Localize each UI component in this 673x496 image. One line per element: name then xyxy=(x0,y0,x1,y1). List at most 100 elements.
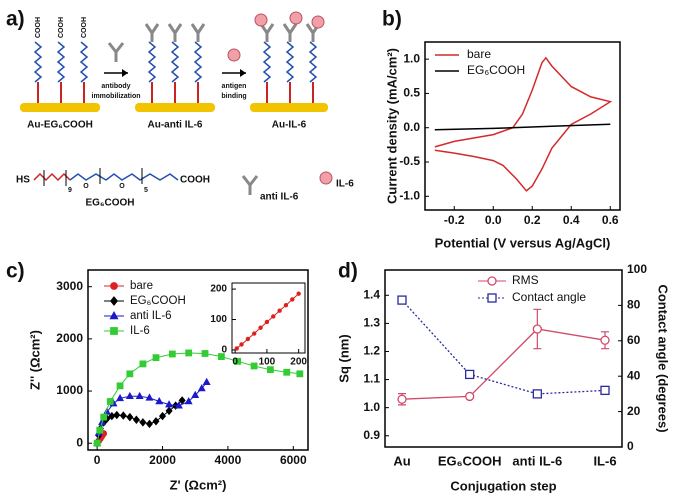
x-tick-label: 0 xyxy=(94,453,101,467)
marker xyxy=(217,353,225,361)
y2-tick-label: 100 xyxy=(627,262,647,276)
marker xyxy=(139,418,147,427)
formula-text: 9 xyxy=(68,187,72,194)
panel-label: d) xyxy=(338,260,358,283)
y2-tick-label: 80 xyxy=(627,298,641,312)
chain-wave xyxy=(170,41,180,83)
data-line xyxy=(434,56,613,192)
legend-label: EG₆COOH xyxy=(130,295,186,307)
data-line xyxy=(401,299,606,395)
marker xyxy=(126,412,134,422)
y-tick-label: 1.0 xyxy=(363,400,380,414)
marker xyxy=(532,389,542,399)
y2-tick-label: 60 xyxy=(627,333,641,347)
antigen xyxy=(254,13,268,27)
legend-label: EG₆COOH xyxy=(467,63,525,77)
y-tick-label: 0 xyxy=(221,345,227,356)
x-tick-label: 100 xyxy=(259,357,276,368)
bracket xyxy=(43,170,67,186)
marker xyxy=(126,370,134,378)
antigen-icon xyxy=(319,171,333,185)
plot-frame xyxy=(87,269,309,451)
y-tick-label: 100 xyxy=(210,314,227,325)
marker xyxy=(119,411,127,420)
marker xyxy=(191,390,200,399)
marker xyxy=(290,297,295,302)
legend-marker xyxy=(487,276,497,286)
marker xyxy=(152,354,160,362)
gold-surface xyxy=(20,103,100,112)
plot-frame xyxy=(231,282,306,354)
marker xyxy=(135,391,144,400)
legend-label: Contact angle xyxy=(512,290,586,304)
x-tick-label: 6000 xyxy=(280,453,307,467)
y2-tick-label: 20 xyxy=(627,404,641,418)
x-tick-label: 0.4 xyxy=(563,213,580,227)
antigen-icon xyxy=(227,48,241,62)
marker xyxy=(113,410,121,420)
antibody xyxy=(259,23,275,42)
marker xyxy=(465,391,475,402)
marker xyxy=(202,377,211,385)
y-tick-label: 0 xyxy=(76,435,83,449)
marker xyxy=(239,342,244,347)
panel-label: b) xyxy=(382,8,402,31)
legend-marker xyxy=(109,310,119,320)
plot-frame xyxy=(384,269,623,448)
antibody xyxy=(167,23,183,42)
marker xyxy=(271,314,276,319)
marker xyxy=(201,350,209,357)
chain-wave xyxy=(285,41,295,83)
formula-text: O xyxy=(119,183,125,190)
y-axis-label: Z'' (Ωcm²) xyxy=(27,330,42,390)
panel-label: a) xyxy=(6,8,25,31)
chain-end-label: COOH xyxy=(58,17,65,38)
marker xyxy=(93,439,101,447)
marker xyxy=(234,346,239,351)
x-tick-label: 2000 xyxy=(149,453,176,467)
arrowhead xyxy=(240,69,246,77)
marker xyxy=(197,384,206,392)
surface-label: Au-EG₆COOH xyxy=(27,120,93,131)
legend-label: bare xyxy=(130,280,153,292)
x-axis-label: Potential (V versus Ag/AgCl) xyxy=(435,235,611,250)
x-tick-label: 0.2 xyxy=(524,213,541,227)
plot-frame xyxy=(424,41,621,211)
data-line xyxy=(434,123,611,131)
chain-end-label: COOH xyxy=(35,17,42,38)
marker xyxy=(397,394,407,404)
alkyl-chain xyxy=(33,172,71,182)
marker xyxy=(159,411,167,421)
marker xyxy=(145,419,153,429)
marker xyxy=(116,393,125,402)
y-tick-label: 3000 xyxy=(56,279,83,293)
marker xyxy=(245,336,251,342)
surface-label: Au-anti IL-6 xyxy=(148,120,203,131)
y-tick-label: 0.9 xyxy=(363,428,380,442)
x-tick-label: IL-6 xyxy=(593,453,616,468)
formula-name: EG₆COOH xyxy=(86,198,135,209)
marker xyxy=(132,415,140,424)
x-axis-label: Conjugation step xyxy=(450,478,556,493)
marker xyxy=(296,291,301,296)
legend-marker xyxy=(110,327,118,335)
x-tick-label: 0.6 xyxy=(602,213,619,227)
marker xyxy=(600,335,610,345)
y2-tick-label: 0 xyxy=(627,439,634,453)
marker xyxy=(168,350,176,358)
marker xyxy=(267,366,274,374)
gold-surface xyxy=(135,103,215,112)
marker xyxy=(252,331,257,336)
chain-wave xyxy=(262,41,272,83)
x-tick-label: anti IL-6 xyxy=(512,453,562,468)
marker xyxy=(165,400,174,408)
marker xyxy=(100,413,108,421)
marker xyxy=(145,393,154,401)
marker xyxy=(283,303,289,308)
y-axis-label: Current density (mA/cm²) xyxy=(384,48,399,204)
marker xyxy=(165,406,173,416)
symbol-label: IL-6 xyxy=(336,179,354,190)
y-tick-label: 1000 xyxy=(56,383,83,397)
glycol-chain xyxy=(69,173,179,181)
legend-marker xyxy=(487,293,497,303)
